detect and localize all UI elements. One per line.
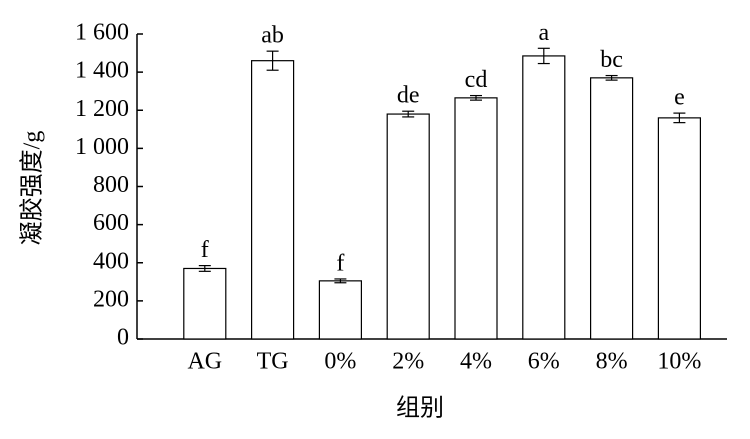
- error-bar: [470, 94, 482, 101]
- bar: [318, 280, 362, 340]
- error-bar: [198, 265, 211, 272]
- x-tick-label: 0%: [324, 349, 356, 375]
- error-bar: [402, 110, 415, 118]
- error-bar: [266, 50, 279, 71]
- x-tick-label: 10%: [657, 349, 701, 375]
- bar: [454, 97, 498, 340]
- bar: [657, 117, 702, 340]
- bar: [589, 77, 634, 340]
- y-tick-label: 1 400: [75, 58, 129, 84]
- y-tick-label: 1 600: [75, 20, 129, 46]
- y-axis-label: 凝胶强度/g: [19, 131, 46, 246]
- bar: [522, 55, 566, 340]
- significance-label: de: [397, 83, 420, 109]
- error-bar: [605, 74, 618, 81]
- y-tick-label: 400: [93, 248, 129, 274]
- significance-label: f: [336, 250, 344, 276]
- significance-label: bc: [600, 47, 623, 73]
- bar: [386, 113, 430, 340]
- significance-label: ab: [261, 23, 284, 49]
- error-bar: [537, 47, 550, 65]
- y-tick-label: 1 000: [75, 134, 129, 160]
- bar: [251, 60, 295, 340]
- x-tick-label: TG: [257, 349, 289, 375]
- x-tick-label: 4%: [460, 349, 492, 375]
- significance-label: e: [674, 85, 685, 111]
- y-tick-label: 600: [93, 210, 129, 236]
- x-axis-label: 组别: [396, 395, 444, 422]
- significance-label: cd: [465, 67, 488, 93]
- error-bar: [334, 278, 347, 284]
- y-tick-label: 1 200: [75, 96, 129, 122]
- x-tick-label: 8%: [596, 349, 628, 375]
- x-tick-label: AG: [187, 349, 222, 375]
- y-tick-label: 0: [117, 325, 129, 351]
- y-tick-label: 800: [93, 172, 129, 198]
- x-tick-label: 6%: [528, 349, 560, 375]
- bar: [183, 267, 227, 340]
- error-bar: [673, 112, 686, 124]
- x-tick-label: 2%: [392, 349, 424, 375]
- significance-label: a: [538, 20, 549, 46]
- significance-label: f: [201, 237, 209, 263]
- y-tick-label: 200: [93, 286, 129, 312]
